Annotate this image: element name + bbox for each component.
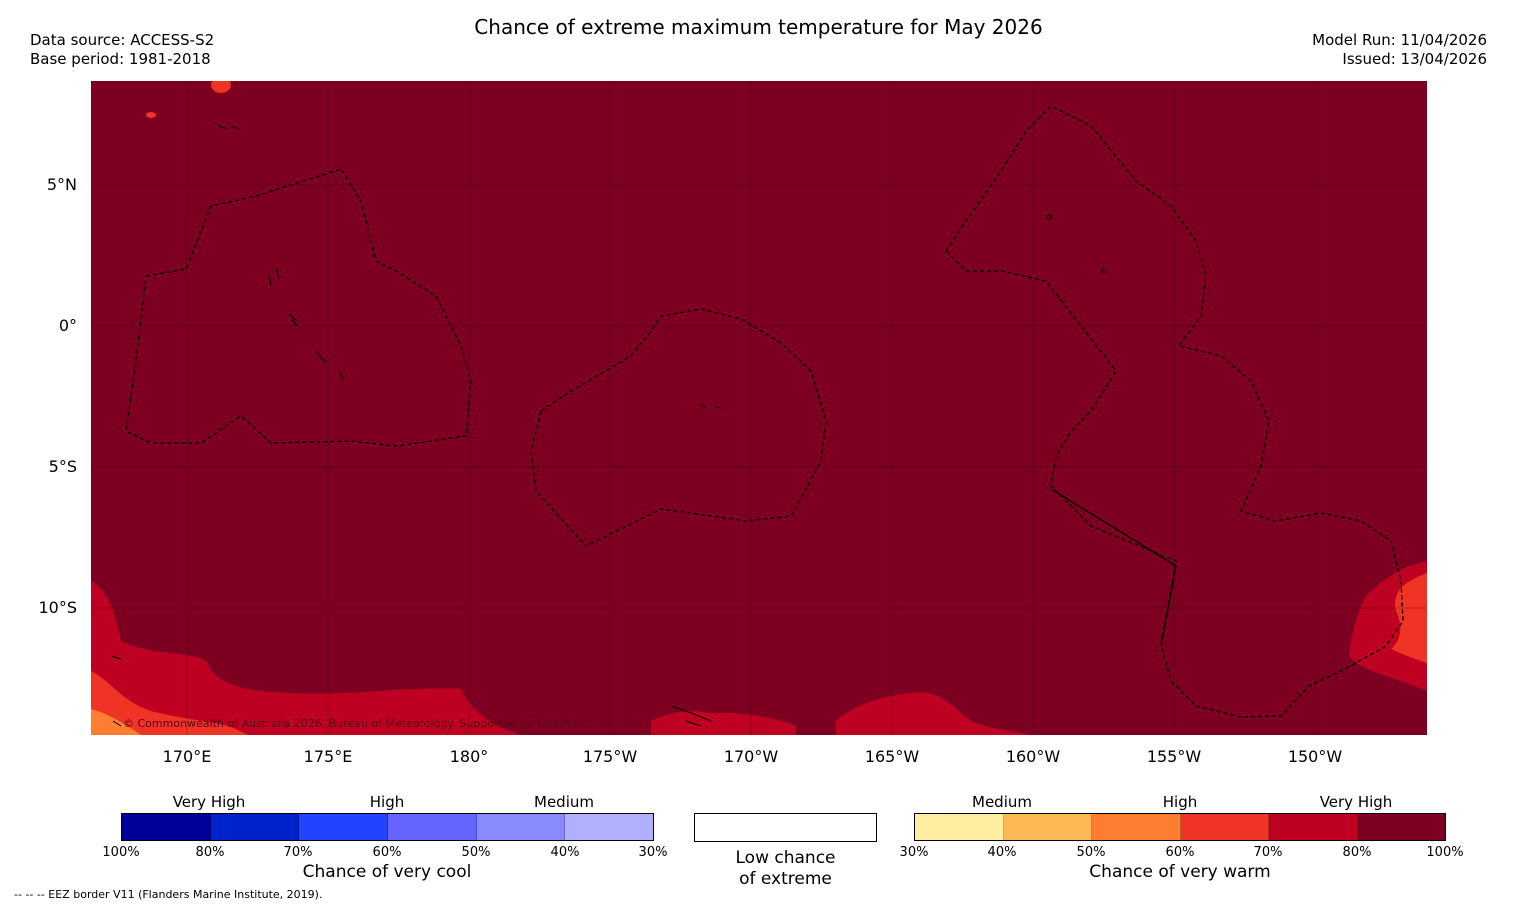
warm-swatch-6 (1357, 814, 1445, 840)
warm-tick: 60% (1165, 845, 1195, 860)
cool-tick: 40% (550, 845, 580, 860)
run-info: Model Run: 11/04/2026 Issued: 13/04/2026 (1312, 31, 1487, 69)
graticule (91, 81, 1427, 735)
boundary-line (1050, 488, 1177, 647)
warm-tick: 80% (1342, 845, 1372, 860)
region-very-high-mid1 (651, 711, 796, 735)
cool-tick: 60% (372, 845, 402, 860)
warm-band-very-high: Very High (1319, 793, 1393, 811)
cool-band-medium: Medium (534, 793, 594, 811)
neutral-swatch (694, 813, 877, 842)
islands (110, 124, 1107, 727)
issued-date: Issued: 13/04/2026 (1342, 50, 1487, 68)
model-run: Model Run: 11/04/2026 (1312, 31, 1487, 49)
region-medium-left (91, 709, 141, 735)
neutral-caption-line2: of extreme (739, 869, 832, 889)
lon-label-150w: 150°W (1287, 747, 1343, 766)
warm-caption: Chance of very warm (1089, 862, 1271, 882)
neutral-caption-line1: Low chance (735, 848, 836, 868)
region-high-right (1391, 573, 1427, 663)
region-spot-top (211, 81, 231, 93)
cool-tick: 70% (283, 845, 313, 860)
cool-caption: Chance of very cool (302, 862, 472, 882)
warm-tick: 50% (1076, 845, 1106, 860)
cool-swatch-2 (210, 814, 300, 840)
eez-border-tokelau (530, 308, 827, 547)
cool-swatch-4 (388, 814, 477, 840)
base-period: Base period: 1981-2018 (30, 50, 211, 68)
region-very-high-mid2 (836, 692, 1031, 735)
warm-tick: 70% (1253, 845, 1283, 860)
cool-swatch-3 (299, 814, 389, 840)
lon-label-175w: 175°W (582, 747, 638, 766)
lat-label-0: 0° (58, 316, 77, 335)
lon-label-160w: 160°W (1005, 747, 1061, 766)
eez-footnote: -- -- -- EEZ border V11 (Flanders Marine… (14, 888, 323, 901)
warm-band-high: High (1162, 793, 1198, 811)
lat-label-10s: 10°S (38, 598, 77, 617)
region-spot-top2 (146, 112, 156, 118)
cool-tick: 100% (102, 845, 140, 860)
map-title: Chance of extreme maximum temperature fo… (474, 15, 1043, 39)
warm-swatch-4 (1180, 814, 1269, 840)
lon-label-170w: 170°W (723, 747, 779, 766)
warm-tick: 100% (1426, 845, 1464, 860)
neutral-caption: Low chance of extreme (694, 848, 877, 890)
lon-label-165w: 165°W (864, 747, 920, 766)
region-high-left (91, 671, 251, 735)
cool-band-high: High (369, 793, 405, 811)
lat-label-5s: 5°S (48, 457, 77, 476)
warm-swatch-3 (1092, 814, 1181, 840)
cool-tick: 80% (195, 845, 225, 860)
eez-border-kiribati-line (945, 105, 1404, 718)
warm-tick: 30% (899, 845, 929, 860)
warm-swatch-5 (1269, 814, 1358, 840)
lat-label-5n: 5°N (46, 175, 77, 194)
cool-tick: 30% (638, 845, 668, 860)
map-canvas: © Commonwealth of Australia 2026, Bureau… (91, 81, 1427, 735)
warm-band-medium: Medium (972, 793, 1032, 811)
region-very-high-left (91, 581, 521, 735)
eez-border-kiribati-west (125, 168, 472, 447)
copyright-notice: © Commonwealth of Australia 2026, Bureau… (123, 717, 586, 730)
cool-colorbar (121, 813, 654, 841)
warm-colorbar (914, 813, 1446, 841)
map-panel[interactable]: © Commonwealth of Australia 2026, Bureau… (91, 81, 1427, 735)
lon-label-180: 180° (449, 747, 489, 766)
cool-tick: 50% (461, 845, 491, 860)
warm-swatch-1 (915, 814, 1004, 840)
lon-label-170e: 170°E (162, 747, 212, 766)
data-source: Data source: ACCESS-S2 (30, 31, 215, 49)
cool-swatch-5 (476, 814, 566, 840)
cool-swatch-6 (565, 814, 654, 840)
warm-tick: 40% (987, 845, 1017, 860)
data-info: Data source: ACCESS-S2 Base period: 1981… (30, 31, 214, 69)
cool-band-very-high: Very High (172, 793, 246, 811)
lon-label-155w: 155°W (1146, 747, 1202, 766)
cool-swatch-1 (122, 814, 211, 840)
lon-label-175e: 175°E (303, 747, 353, 766)
warm-swatch-2 (1003, 814, 1092, 840)
